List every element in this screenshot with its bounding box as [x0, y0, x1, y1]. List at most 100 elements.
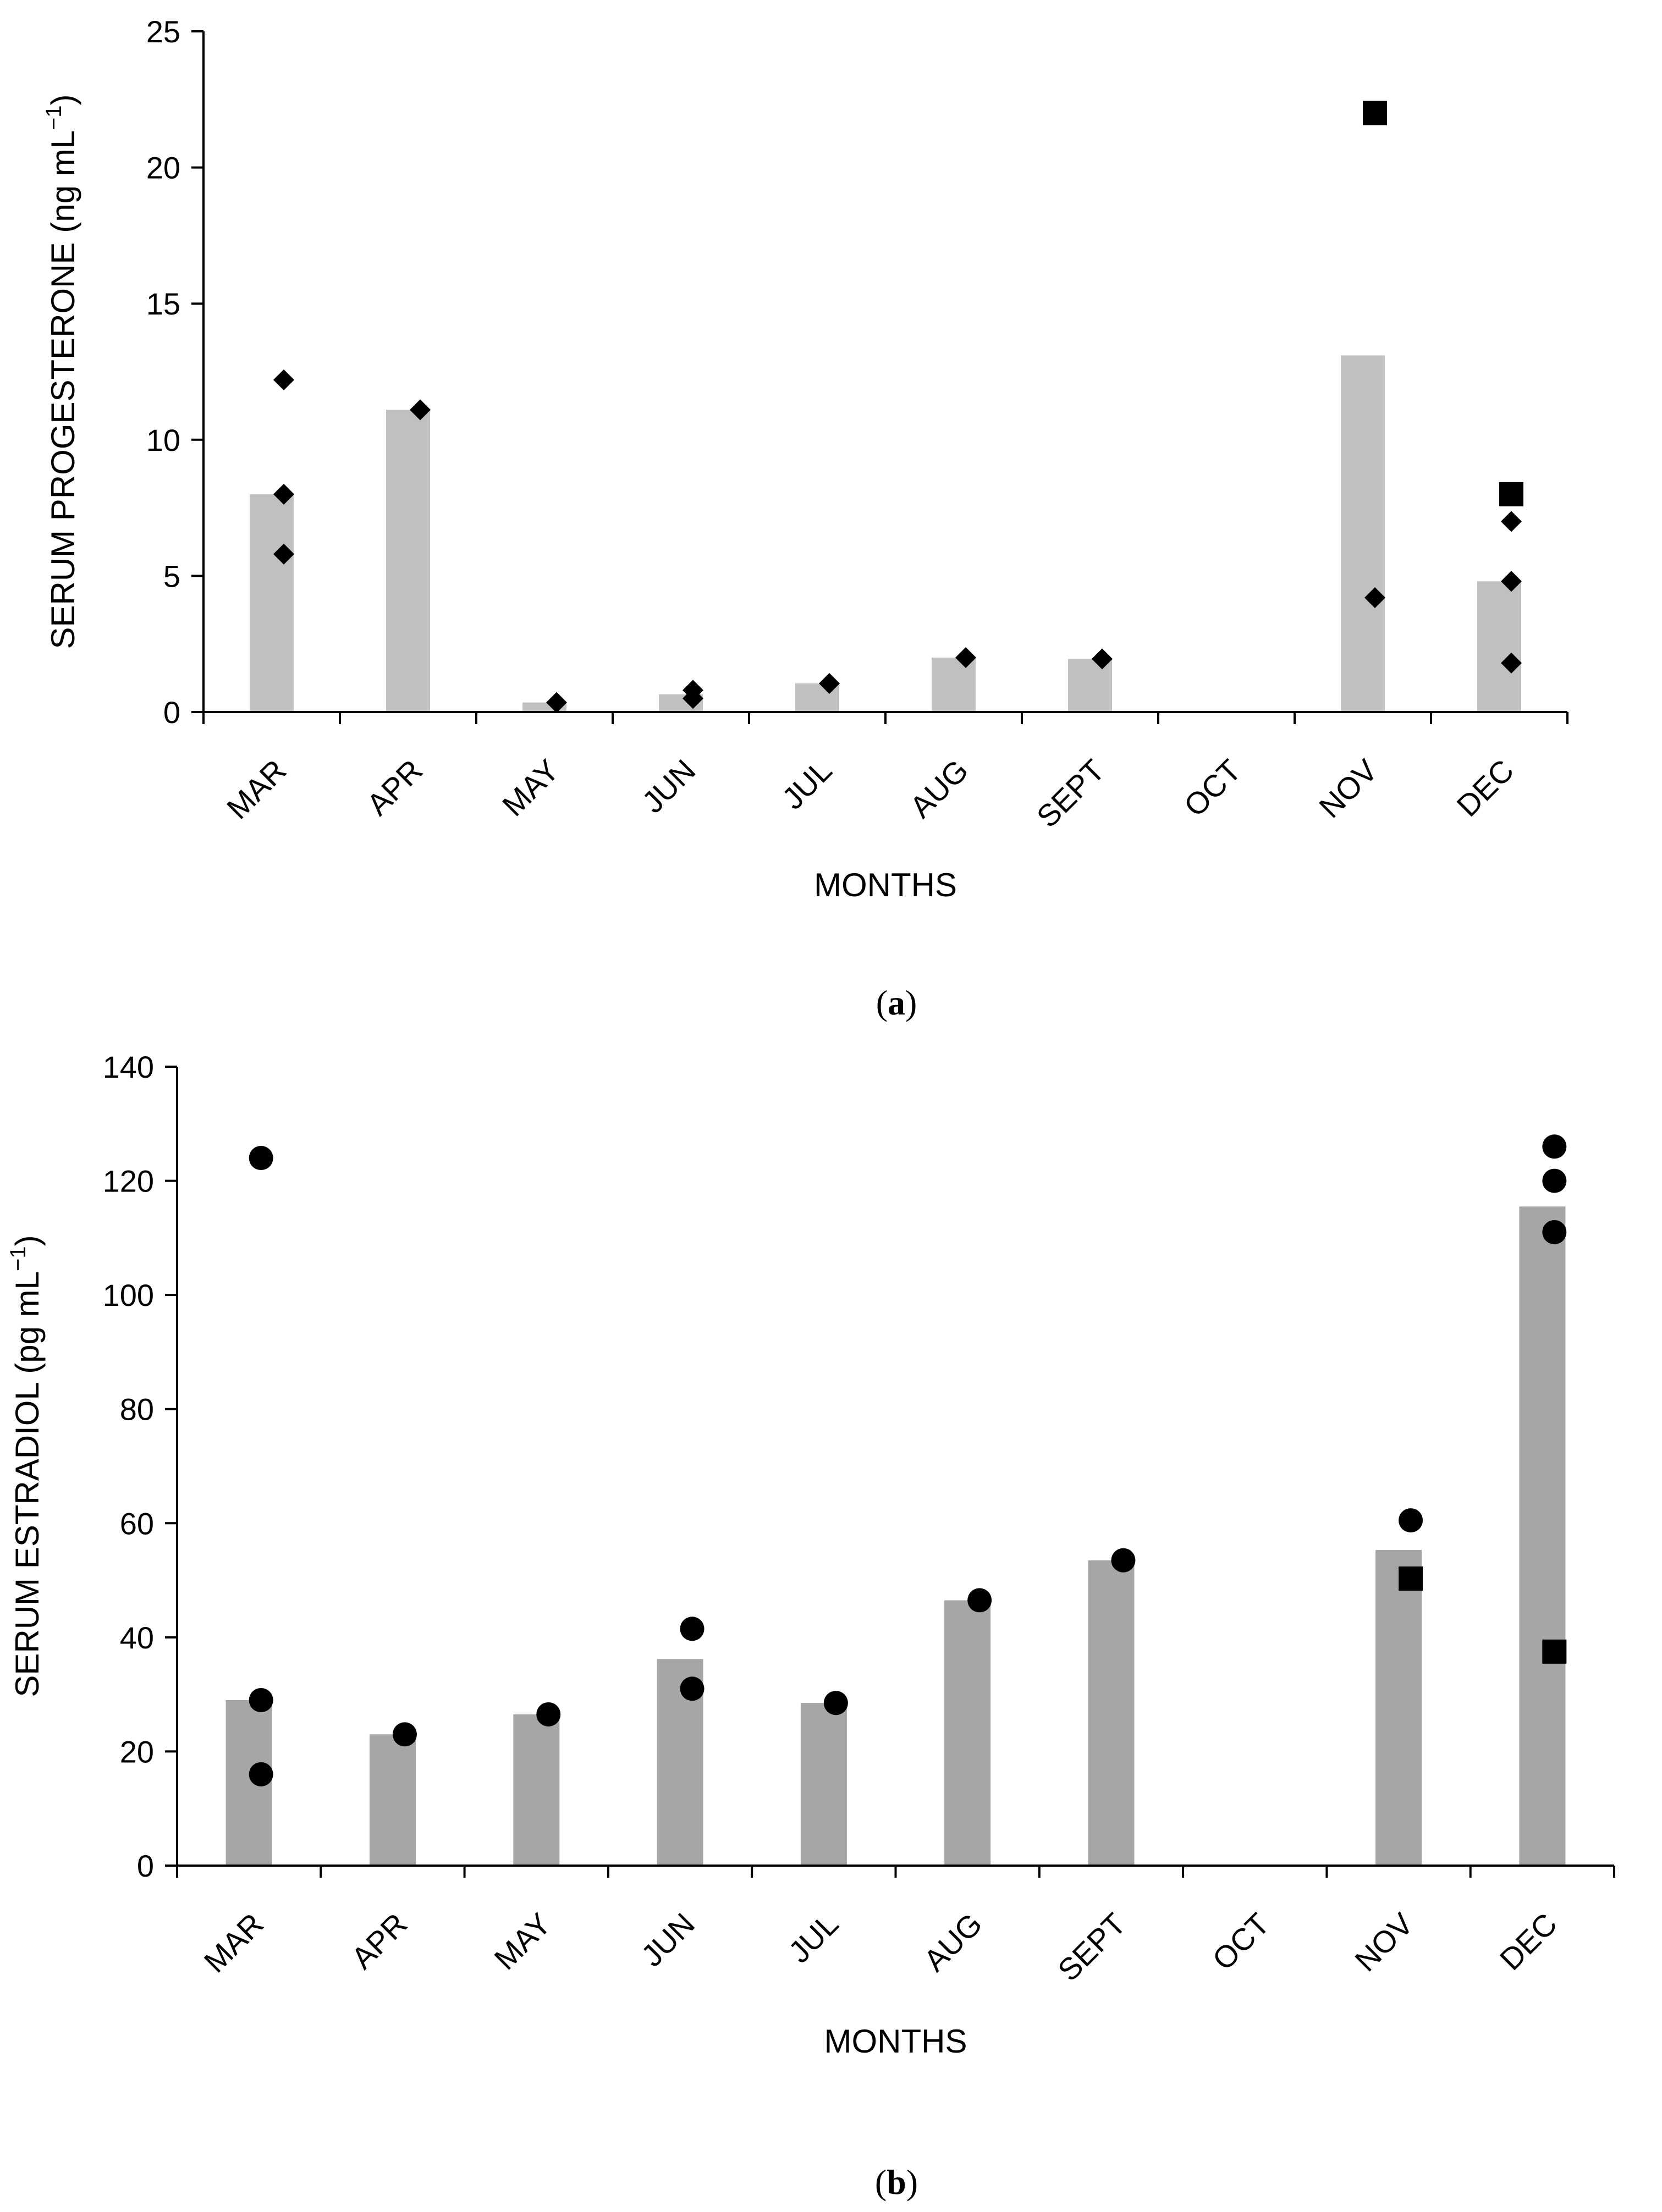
y-axis-title-end: ) [45, 94, 81, 105]
y-tick-label: 60 [120, 1506, 154, 1541]
point-series [273, 101, 1523, 713]
bar-jul [800, 1703, 847, 1866]
y-axis-title-sup: −1 [6, 1246, 30, 1271]
point-mar-circle [249, 1688, 273, 1713]
point-nov-square [1363, 101, 1387, 125]
x-tick-label-jul: JUL [782, 1906, 845, 1970]
y-tick-label: 140 [103, 1050, 154, 1084]
progesterone-chart: 0 5 10 15 20 25 MAR APR MAY JUN JUL AUG SEPT OCT NOV DE… [42, 14, 1569, 1022]
bar-apr [386, 410, 430, 712]
point-dec-circle [1542, 1168, 1567, 1193]
bar-series [225, 1206, 1566, 1866]
y-axis-title: SERUM ESTRADIOL (pg mL−1) [6, 1235, 46, 1697]
bar-aug [944, 1600, 991, 1866]
point-may-circle [536, 1702, 561, 1726]
point-dec-square [1542, 1639, 1567, 1664]
bar-aug [932, 657, 976, 712]
point-dec-diamond [1501, 571, 1522, 592]
x-tick-label-aug: AUG [903, 753, 975, 824]
y-tick-label: 20 [146, 151, 180, 185]
x-tick-label-may: MAY [487, 1906, 557, 1976]
x-tick-label-dec: DEC [1493, 1906, 1564, 1977]
x-tick-label-aug: AUG [917, 1906, 988, 1978]
x-axis-title: MONTHS [824, 2023, 967, 2060]
point-nov-diamond [1364, 587, 1385, 609]
point-mar-circle [249, 1146, 273, 1171]
y-tick-label: 100 [103, 1278, 154, 1312]
x-tick-label-jul: JUL [775, 753, 839, 816]
point-jun-diamond [683, 688, 703, 709]
bar-apr [369, 1734, 416, 1866]
y-tick-label: 25 [146, 14, 180, 49]
panel-label: (b) [875, 2163, 918, 2202]
point-may-diamond [546, 692, 567, 713]
point-apr-circle [392, 1722, 417, 1747]
x-tick-label-jun: JUN [635, 753, 702, 820]
point-jul-diamond [819, 673, 840, 694]
point-apr-diamond [410, 399, 431, 421]
panel-label-letter: b [887, 2163, 906, 2202]
x-tick-label-sept: SEPT [1051, 1906, 1132, 1988]
y-axis-title-main: SERUM ESTRADIOL (pg mL [9, 1271, 46, 1697]
point-dec-circle [1542, 1220, 1567, 1244]
x-tick-label-oct: OCT [1177, 753, 1247, 823]
y-axis-title-sup: −1 [42, 105, 66, 130]
bar-nov [1375, 1550, 1422, 1866]
x-tick-label-apr: APR [344, 1906, 414, 1976]
x-tick-label-mar: MAR [197, 1906, 271, 1979]
bar-dec [1519, 1206, 1566, 1866]
bar-nov [1341, 355, 1385, 712]
x-tick-label-dec: DEC [1450, 753, 1520, 823]
point-series [249, 1134, 1567, 1786]
point-jul-circle [823, 1691, 848, 1715]
bar-sept [1088, 1560, 1135, 1866]
bar-series [250, 355, 1521, 712]
point-jun-circle [680, 1676, 705, 1701]
panel-label: (a) [876, 983, 917, 1022]
point-aug-circle [967, 1588, 992, 1613]
y-tick-label: 20 [120, 1734, 154, 1769]
x-tick-label-jun: JUN [634, 1906, 701, 1973]
bar-sept [1068, 659, 1112, 712]
y-tick-label: 40 [120, 1620, 154, 1655]
point-nov-circle [1399, 1508, 1423, 1533]
y-tick-label: 15 [146, 286, 180, 321]
y-axis-title: SERUM PROGESTERONE (ng mL−1) [42, 94, 81, 649]
axes [165, 1066, 1615, 1878]
x-tick-label-nov: NOV [1348, 1906, 1420, 1978]
y-tick-label: 120 [103, 1164, 154, 1199]
point-dec-square [1499, 482, 1523, 506]
bar-dec [1477, 581, 1521, 712]
point-aug-diamond [955, 647, 976, 668]
y-tick-label: 0 [137, 1849, 154, 1883]
x-axis-title: MONTHS [814, 867, 957, 903]
y-tick-label: 10 [146, 423, 180, 457]
y-tick-label: 0 [163, 695, 180, 730]
point-dec-circle [1542, 1134, 1567, 1159]
estradiol-chart: 0 20 40 60 80 100 120 140 MAR APR MAY JUN JUL AUG SEPT… [6, 1050, 1615, 2202]
y-tick-label: 5 [163, 559, 180, 593]
point-nov-square [1399, 1566, 1423, 1591]
x-tick-label-apr: APR [360, 753, 430, 822]
bar-mar [250, 494, 294, 712]
point-mar-diamond [273, 369, 294, 390]
x-tick-label-oct: OCT [1206, 1906, 1276, 1977]
point-mar-circle [249, 1762, 273, 1786]
axes [191, 30, 1569, 724]
point-sept-diamond [1092, 648, 1113, 670]
y-tick-label: 80 [120, 1392, 154, 1427]
panel-label-letter: a [888, 983, 905, 1022]
point-mar-diamond [273, 483, 294, 505]
y-axis-title-end: ) [9, 1235, 46, 1246]
x-tick-label-mar: MAR [220, 753, 293, 826]
x-tick-label-may: MAY [496, 753, 565, 823]
point-sept-circle [1111, 1548, 1136, 1573]
x-tick-label-nov: NOV [1312, 752, 1384, 824]
x-tick-label-sept: SEPT [1030, 753, 1111, 834]
point-dec-diamond [1501, 511, 1522, 532]
point-jun-circle [680, 1617, 705, 1641]
y-axis-title-main: SERUM PROGESTERONE (ng mL [45, 130, 81, 649]
bar-may [513, 1714, 560, 1866]
point-mar-diamond [273, 543, 294, 565]
point-dec-diamond [1501, 652, 1522, 674]
